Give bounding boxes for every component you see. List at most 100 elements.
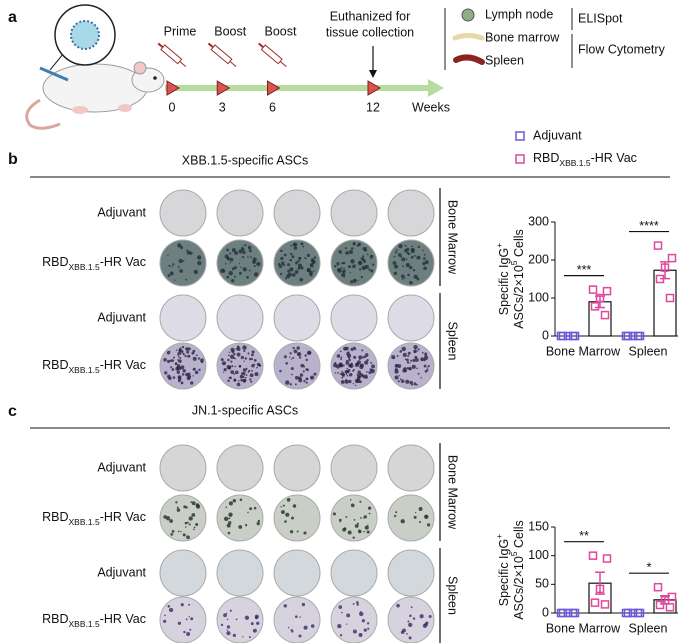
elispot-spot (413, 254, 416, 257)
elispot-spot (420, 357, 424, 361)
elispot-spot (401, 278, 404, 280)
elispot-spot (293, 242, 298, 247)
elispot-spot (350, 503, 355, 508)
elispot-spot (348, 373, 353, 377)
elispot-spot (256, 366, 258, 369)
elispot-spot (173, 356, 176, 359)
elispot-spot (344, 247, 347, 250)
legend-label-part: RBD (533, 151, 559, 165)
elispot-spot (247, 245, 252, 250)
elispot-spot (242, 636, 244, 638)
elispot-spot (247, 352, 250, 355)
elispot-spot (424, 514, 429, 520)
elispot-well (330, 494, 378, 542)
elispot-spot (171, 265, 174, 268)
elispot-spot (354, 384, 357, 386)
elispot-spot (371, 364, 375, 369)
elispot-spot (309, 352, 311, 354)
elispot-spot (357, 370, 361, 374)
elispot-spot (226, 629, 229, 631)
data-point (655, 600, 665, 610)
elispot-spot (394, 251, 398, 254)
elispot-spot (177, 530, 180, 533)
legend-label: RBDXBB.1.5-HR Vac (533, 151, 637, 168)
elispot-spot (167, 274, 171, 277)
elispot-spot (166, 351, 171, 355)
elispot-well (273, 189, 321, 237)
event-label: Boost (214, 24, 246, 38)
elispot-spot (300, 363, 305, 368)
elispot-spot (345, 346, 349, 351)
elispot-spot (287, 263, 291, 267)
elispot-spot (186, 521, 189, 524)
elispot-spot (228, 351, 231, 353)
data-point (665, 293, 675, 303)
elispot-spot (183, 630, 186, 634)
elispot-spot (231, 248, 236, 253)
elispot-spot (297, 263, 303, 268)
elispot-spot (280, 256, 284, 261)
elispot-spot (246, 275, 249, 279)
elispot-spot (406, 633, 408, 635)
elispot-spot (341, 373, 345, 377)
elispot-spot (172, 376, 176, 379)
elispot-spot (404, 249, 408, 253)
y-tick-label: 0 (542, 328, 549, 342)
elispot-spot (426, 367, 429, 369)
elispot-spot (354, 378, 360, 384)
elispot-spot (424, 352, 428, 357)
elispot-spot (231, 365, 234, 368)
elispot-spot (180, 603, 184, 607)
elispot-well (273, 342, 321, 390)
elispot-spot (423, 364, 427, 368)
elispot-spot (186, 350, 190, 354)
elispot-well (387, 342, 435, 390)
elispot-spot (347, 351, 350, 353)
elispot-spot (336, 262, 340, 266)
elispot-spot (359, 364, 364, 370)
row-label-part: RBD (42, 510, 68, 524)
assay-label: ELISpot (578, 11, 623, 25)
elispot-spot (239, 266, 242, 269)
elispot-spot (352, 536, 355, 539)
elispot-spot (404, 277, 406, 279)
timeline-event (216, 80, 231, 96)
bar (653, 269, 677, 337)
elispot-spot (417, 245, 421, 249)
elispot-spot (253, 359, 257, 362)
data-point (588, 551, 598, 560)
elispot-spot (365, 353, 369, 357)
data-point (595, 584, 605, 594)
row-label-part: RBD (42, 255, 68, 269)
elispot-spot (400, 274, 405, 279)
elispot-spot (243, 245, 245, 247)
elispot-spot (250, 380, 253, 383)
data-point (628, 331, 638, 341)
row-label-part: XBB.1.5 (69, 262, 100, 272)
elispot-spot (227, 531, 231, 535)
elispot-spot (334, 265, 337, 268)
elispot-spot (222, 269, 226, 273)
elispot-spot (350, 259, 355, 264)
y-tick-label: 100 (528, 548, 549, 562)
y-axis-label-part: + (494, 243, 504, 248)
y-axis-label-part: + (494, 534, 504, 539)
elispot-spot (238, 380, 240, 382)
elispot-well (216, 549, 264, 597)
elispot-spot (163, 358, 167, 362)
elispot-spot (398, 244, 403, 249)
elispot-well (159, 294, 207, 342)
elispot-spot (357, 279, 359, 282)
elispot-spot (409, 380, 413, 385)
data-point (590, 302, 600, 311)
data-point (660, 596, 670, 605)
y-axis-label: Specific IgG+ (494, 534, 511, 606)
elispot-spot (348, 249, 353, 255)
elispot-spot (289, 383, 292, 386)
elispot-spot (416, 350, 419, 352)
elispot-spot (313, 256, 317, 259)
row-label: RBDXBB.1.5-HR Vac (42, 358, 146, 375)
elispot-spot (306, 268, 311, 273)
elispot-spot (164, 371, 168, 375)
elispot-spot (366, 530, 370, 534)
